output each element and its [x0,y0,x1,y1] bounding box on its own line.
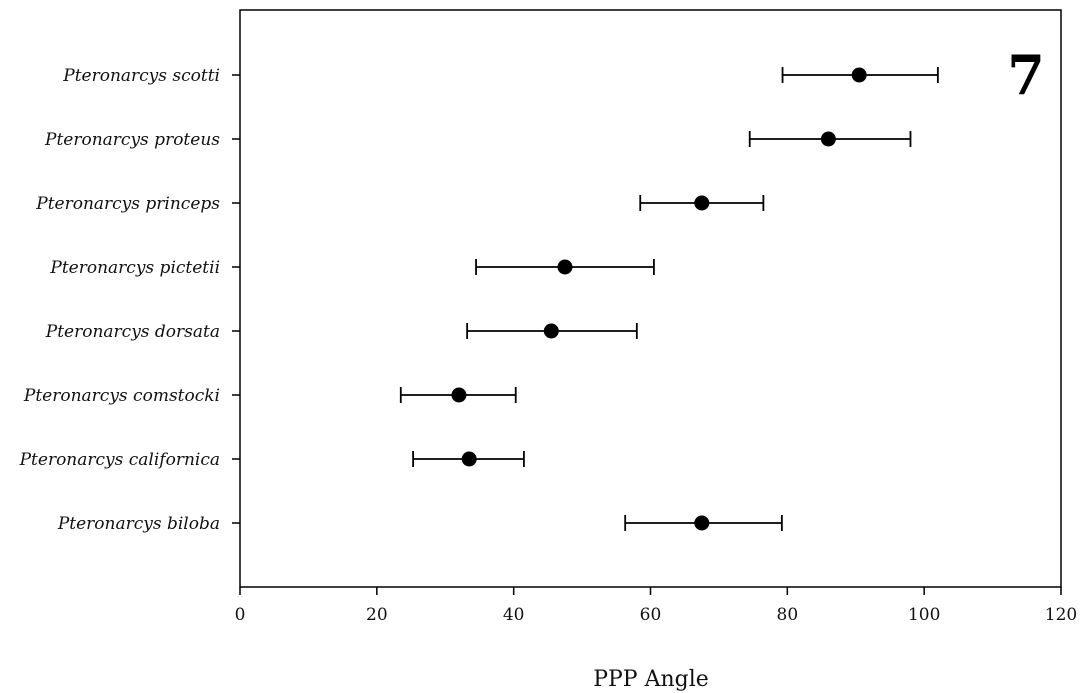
data-point [851,67,867,83]
y-category-label: Pteronarcys pictetii [49,258,220,278]
data-point [694,515,710,531]
y-category-label: Pteronarcys proteus [44,130,220,150]
x-tick-label: 20 [366,605,388,625]
panel-label: 7 [1007,43,1045,107]
x-axis: 0 20 40 60 80 100 120 [235,587,1077,625]
y-category-label: Pteronarcys scotti [62,66,220,86]
data-point [557,259,573,275]
x-tick-label: 80 [777,605,799,625]
x-tick-label: 100 [908,605,940,625]
data-marks [399,67,939,531]
y-category-label: Pteronarcys californica [19,450,220,470]
y-category-label: Pteronarcys biloba [57,514,220,534]
plot-frame [239,9,1062,588]
data-point [820,131,836,147]
x-tick-label: 40 [503,605,525,625]
x-tick-label: 60 [640,605,662,625]
data-point [461,451,477,467]
x-tick-label: 0 [235,605,246,625]
x-axis-title: PPP Angle [593,667,709,692]
y-category-label: Pteronarcys dorsata [45,322,220,342]
data-point [543,323,559,339]
data-point [694,195,710,211]
y-category-label: Pteronarcys comstocki [23,386,220,406]
data-point [451,387,467,403]
x-tick-label: 120 [1045,605,1077,625]
y-category-label: Pteronarcys princeps [35,194,220,214]
y-axis: Pteronarcys scotti Pteronarcys proteus Pte… [19,66,240,534]
